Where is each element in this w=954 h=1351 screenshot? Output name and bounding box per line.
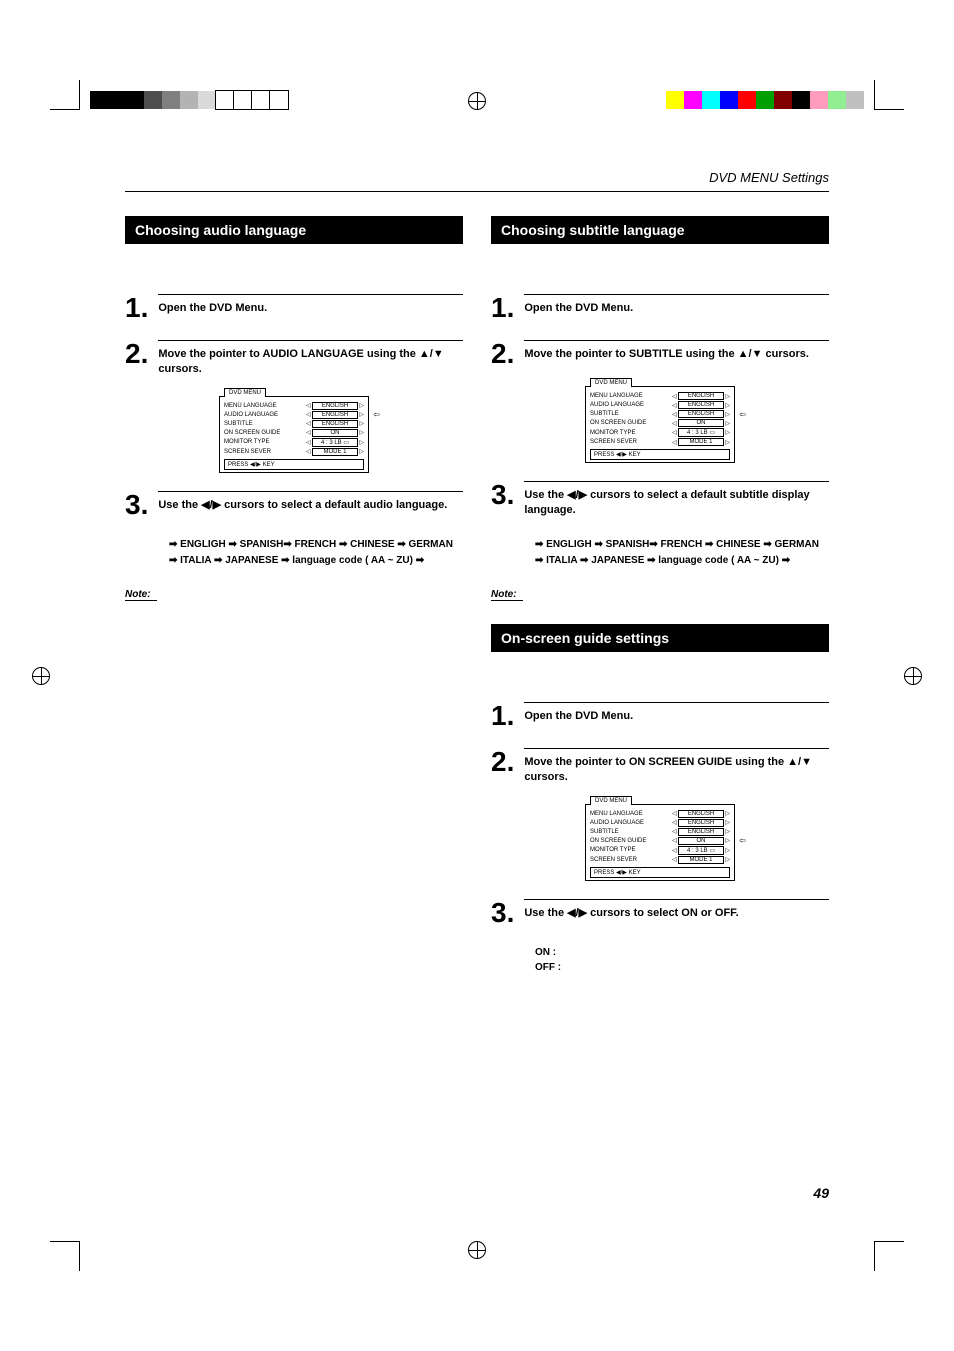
section-header: DVD MENU Settings <box>125 170 829 185</box>
step-3: 3. Use the ◀/▶ cursors to select a defau… <box>491 481 829 519</box>
registration-mark <box>468 92 486 110</box>
step-number: 3. <box>125 491 148 519</box>
language-sequence: ➡ ENGLIGH ➡ SPANISH➡ FRENCH ➡ CHINESE ➡ … <box>535 537 829 569</box>
note-label: Note: <box>125 589 157 601</box>
step-1: 1. Open the DVD Menu. <box>125 294 463 322</box>
step-2: 2. Move the pointer to AUDIO LANGUAGE us… <box>125 340 463 378</box>
dvd-menu-figure: DVD MENU MENU LANGUAGE ◁ENGLISH▷ AUDIO L… <box>491 386 829 463</box>
language-sequence: ➡ ENGLIGH ➡ SPANISH➡ FRENCH ➡ CHINESE ➡ … <box>169 537 463 569</box>
step-text: Use the ◀/▶ cursors to select a default … <box>158 498 463 513</box>
heading-onscreen-guide: On-screen guide settings <box>491 624 829 652</box>
step-text: Move the pointer to SUBTITLE using the ▲… <box>524 347 829 362</box>
crop-mark <box>874 1241 904 1271</box>
heading-subtitle-language: Choosing subtitle language <box>491 216 829 244</box>
step-number: 2. <box>491 748 514 786</box>
registration-mark <box>468 1241 486 1259</box>
step-number: 3. <box>491 481 514 519</box>
step-text: Open the DVD Menu. <box>158 301 463 316</box>
header-rule <box>125 191 829 192</box>
step-text: Use the ◀/▶ cursors to select a default … <box>524 488 829 519</box>
page-number: 49 <box>813 1185 829 1201</box>
colorbar-right <box>666 91 864 109</box>
step-text: Use the ◀/▶ cursors to select ON or OFF. <box>524 906 829 921</box>
registration-mark <box>904 667 922 685</box>
step-number: 1. <box>491 294 514 322</box>
step-1: 1. Open the DVD Menu. <box>491 702 829 730</box>
step-3: 3. Use the ◀/▶ cursors to select a defau… <box>125 491 463 519</box>
colorbar-left <box>90 91 288 109</box>
column-left: Choosing audio language 1. Open the DVD … <box>125 216 463 975</box>
note-label: Note: <box>491 589 523 601</box>
step-text: Open the DVD Menu. <box>524 301 829 316</box>
on-off-labels: ON : OFF : <box>535 945 829 975</box>
dvd-menu-figure: DVD MENU MENU LANGUAGE ◁ENGLISH▷ AUDIO L… <box>491 804 829 881</box>
column-right: Choosing subtitle language 1. Open the D… <box>491 216 829 975</box>
step-3: 3. Use the ◀/▶ cursors to select ON or O… <box>491 899 829 927</box>
crop-mark <box>50 80 80 110</box>
step-number: 1. <box>125 294 148 322</box>
step-1: 1. Open the DVD Menu. <box>491 294 829 322</box>
step-text: Move the pointer to AUDIO LANGUAGE using… <box>158 347 463 378</box>
step-number: 3. <box>491 899 514 927</box>
step-number: 2. <box>125 340 148 378</box>
step-number: 2. <box>491 340 514 368</box>
step-text: Move the pointer to ON SCREEN GUIDE usin… <box>524 755 829 786</box>
crop-mark <box>874 80 904 110</box>
registration-mark <box>32 667 50 685</box>
step-text: Open the DVD Menu. <box>524 709 829 724</box>
step-2: 2. Move the pointer to ON SCREEN GUIDE u… <box>491 748 829 786</box>
step-2: 2. Move the pointer to SUBTITLE using th… <box>491 340 829 368</box>
dvd-menu-figure: DVD MENU MENU LANGUAGE ◁ENGLISH▷ AUDIO L… <box>125 396 463 473</box>
step-number: 1. <box>491 702 514 730</box>
page-content: DVD MENU Settings Choosing audio languag… <box>125 170 829 1201</box>
crop-mark <box>50 1241 80 1271</box>
heading-audio-language: Choosing audio language <box>125 216 463 244</box>
